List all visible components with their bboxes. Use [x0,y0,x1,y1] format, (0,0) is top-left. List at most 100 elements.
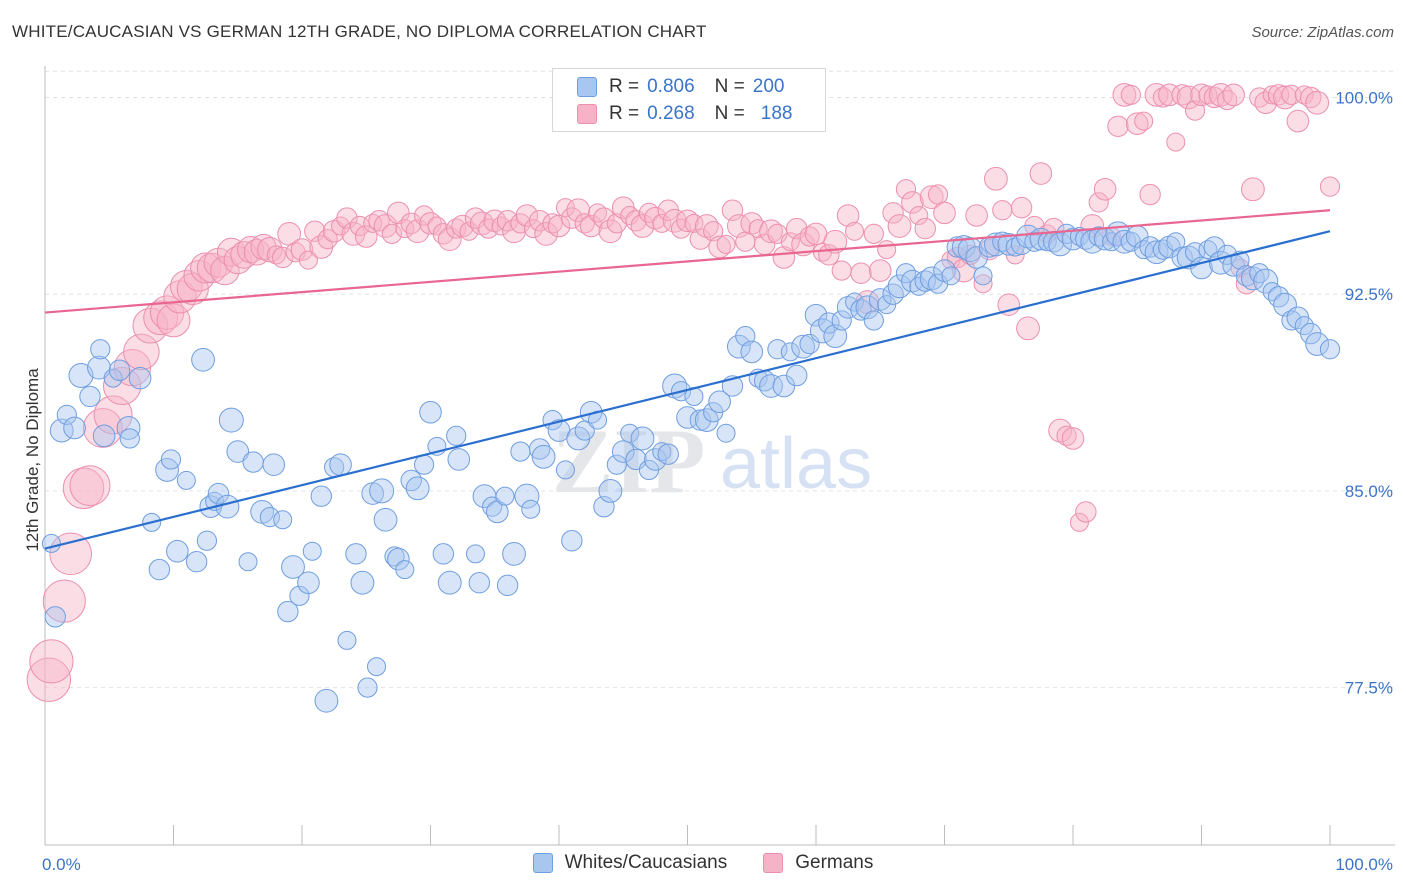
whites-point [1305,332,1330,356]
whites-point [780,342,800,362]
germans-point [863,223,884,244]
whites-point [593,495,615,518]
germans-point [93,395,133,435]
whites-point [218,407,244,433]
whites-point [367,657,387,677]
germans-point [799,226,820,247]
whites-point [831,310,852,331]
germans-point [26,657,72,702]
whites-point [606,454,627,475]
whites-point [262,453,286,476]
whites-point [1281,310,1302,331]
legend-n-value-germans: 188 [760,103,793,124]
legend-item-germans[interactable]: Germans [763,852,873,874]
germans-point [103,366,142,406]
legend-n-label: N = [714,103,745,124]
whites-point [68,363,94,389]
germans-point [630,214,655,238]
whites-point [176,470,196,490]
germans-point [354,225,378,248]
whites-point [419,400,442,424]
whites-point [598,479,623,503]
germans-point [1134,111,1154,131]
whites-point [555,460,575,480]
germans-point [1273,85,1297,110]
whites-point [92,424,116,448]
blue-swatch [532,853,553,873]
germans-point [62,467,105,510]
whites-point [242,451,264,473]
germans-point [542,213,563,234]
whites-point [314,688,339,713]
germans-point [266,245,286,265]
germans-point [190,252,222,284]
axes [44,66,1395,846]
whites-point [689,409,712,431]
germans-point [272,246,294,269]
whites-point [446,425,467,446]
germans-point [716,234,736,254]
germans-point [1120,84,1141,105]
whites-point [357,677,378,698]
germans-point [1112,82,1137,107]
whites-point [329,453,352,476]
legend-item-whites[interactable]: Whites/Caucasians [532,852,728,874]
germans-point [973,274,993,294]
whites-point [946,236,969,258]
trend-lines [44,209,1331,550]
source-label: Source: ZipAtlas.com [1251,24,1394,41]
germans-point [1139,183,1161,206]
legend-label-whites: Whites/Caucasians [564,852,728,873]
chart-title: WHITE/CAUCASIAN VS GERMAN 12TH GRADE, NO… [12,22,707,41]
whites-point [238,552,258,572]
gridlines [45,70,1395,689]
whites-point [387,547,410,571]
germans-point [901,191,924,214]
whites-point [310,485,332,507]
whites-point [657,443,679,465]
germans-point [1125,112,1149,136]
germans-trend-line [44,209,1331,314]
whites-point [941,266,961,286]
germans-point [547,214,571,238]
whites-point [108,359,131,381]
whites-point [818,312,840,334]
germans-point [670,218,692,239]
whites-point [87,355,111,380]
germans-point [1016,316,1040,341]
germans-point [1048,418,1073,443]
germans-point [317,229,338,250]
whites-point [496,574,519,597]
whites-point [207,482,230,505]
whites-point [502,541,526,566]
whites-point [259,507,280,528]
germans-point [1198,85,1218,105]
legend-n-value-whites: 200 [752,76,785,97]
germans-point [298,250,318,270]
germans-point [676,209,699,233]
whites-point [447,448,471,471]
whites-point [868,288,892,311]
whites-point [1102,232,1122,252]
germans-point [772,246,796,269]
tick-labels: 77.5% 85.0% 92.5% 100.0% 0.0% 100.0% [42,88,1393,874]
whites-point [297,571,320,595]
germans-point [579,214,603,238]
whites-point [652,442,672,462]
whites-point [957,237,983,263]
germans-point [721,199,744,221]
germans-point [965,204,988,227]
whites-point [1203,236,1226,258]
germans-point [483,209,507,233]
germans-point [1208,82,1233,107]
germans-point [933,201,956,225]
whites-point [160,449,182,470]
whites-point [413,454,435,475]
germans-point [257,236,283,263]
germans-point [831,260,852,281]
germans-point [1222,83,1245,107]
germans-point [304,220,326,242]
germans-point [850,262,872,284]
whites-point [514,483,540,509]
whites-point [119,428,140,449]
